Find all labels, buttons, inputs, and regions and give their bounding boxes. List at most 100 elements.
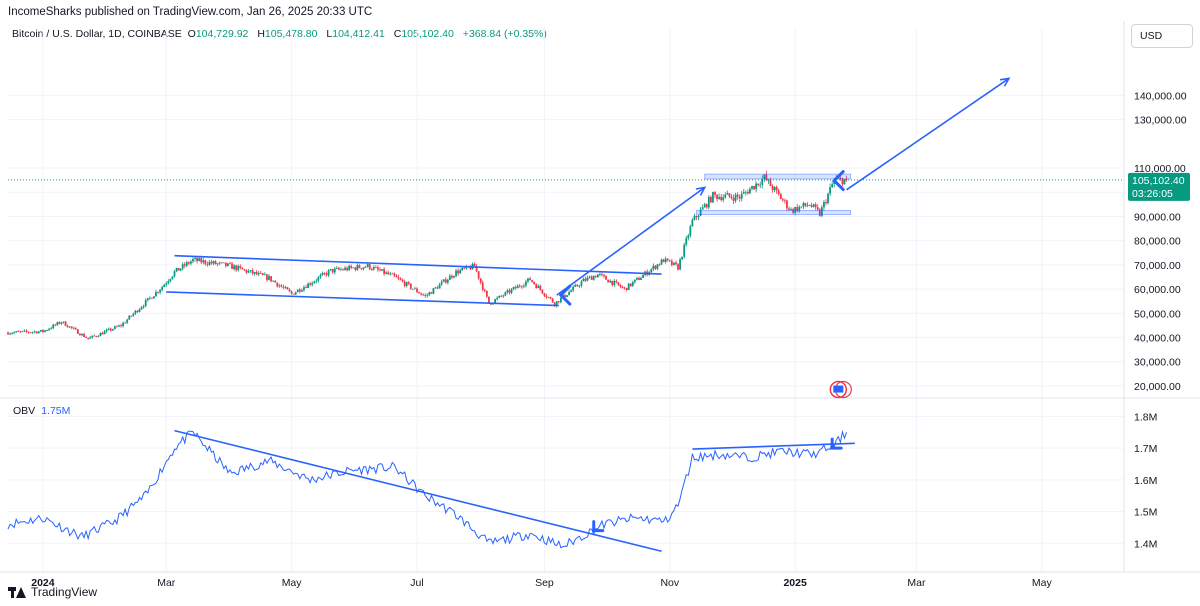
candle-body	[274, 280, 277, 283]
obv-tick-label: 1.7M	[1134, 443, 1157, 455]
time-tick-label: May	[1032, 577, 1053, 589]
candle-body	[276, 282, 279, 287]
candle-body	[792, 209, 795, 213]
obv-resistance-trendline	[692, 442, 855, 450]
candle-body	[841, 178, 844, 185]
obv-current-marker-mark	[830, 437, 843, 450]
candle-body	[463, 267, 466, 269]
candle-body	[333, 268, 336, 273]
candle-body	[642, 274, 644, 278]
candle-body	[434, 287, 437, 289]
obv-value: 1.75M	[41, 405, 71, 417]
high-label: H	[257, 28, 265, 40]
candle-body	[101, 332, 104, 335]
candle-body	[255, 272, 258, 275]
candle-body	[198, 258, 201, 262]
candle-body	[621, 286, 624, 288]
candle-body	[670, 260, 673, 265]
symbol-name[interactable]: Bitcoin / U.S. Dollar, 1D, COINBASE	[12, 28, 182, 40]
candle-body	[446, 279, 449, 283]
candle-body	[309, 283, 312, 285]
candle-body	[734, 194, 737, 201]
candle-body	[163, 284, 166, 288]
candle-body	[498, 295, 501, 298]
candle-body	[212, 261, 215, 264]
candle-body	[481, 282, 484, 290]
obv-tick-label: 1.5M	[1134, 507, 1157, 519]
obv-legend[interactable]: OBV 1.75M	[13, 405, 70, 417]
candle-body	[44, 330, 46, 332]
candle-body	[307, 283, 309, 288]
candle-body	[652, 265, 655, 270]
candle-body	[126, 319, 129, 323]
price-tick-label: 140,000.00	[1134, 90, 1187, 102]
candle-body	[578, 285, 581, 287]
candle-body	[767, 179, 770, 181]
candle-body	[818, 209, 821, 216]
candle-body	[440, 281, 443, 285]
candle-body	[584, 278, 587, 281]
candle-body	[391, 273, 394, 275]
candle-body	[765, 174, 768, 181]
candle-body	[401, 279, 404, 282]
candle-body	[527, 278, 529, 282]
candle-body	[675, 262, 677, 265]
candle-body	[586, 277, 589, 281]
candle-body	[693, 215, 696, 220]
candle-body	[609, 280, 612, 283]
time-tick-label: Mar	[907, 577, 926, 589]
candle-body	[514, 287, 517, 289]
resistance-zone	[704, 173, 852, 180]
candle-body	[709, 196, 712, 203]
candle-body	[744, 191, 747, 193]
candle-body	[83, 333, 85, 337]
candle-body	[208, 261, 211, 265]
candle-body	[590, 276, 593, 280]
change-value: +368.84 (+0.35%)	[462, 28, 547, 40]
tradingview-footer[interactable]: TradingView	[8, 585, 97, 599]
candle-body	[473, 263, 476, 267]
candle-body	[56, 322, 59, 325]
candle-body	[545, 295, 548, 298]
candle-body	[638, 277, 640, 280]
candle-body	[87, 337, 90, 339]
candle-body	[660, 259, 663, 265]
candle-body	[183, 264, 186, 266]
candle-body	[366, 264, 369, 267]
currency-selector[interactable]: USD	[1131, 24, 1193, 48]
candle-body	[54, 324, 57, 326]
low-value: 104,412.41	[332, 28, 385, 40]
candle-body	[331, 269, 334, 273]
candle-body	[769, 179, 772, 187]
candle-body	[572, 286, 575, 291]
candle-body	[749, 188, 751, 194]
candle-body	[58, 322, 61, 324]
candle-body	[222, 262, 225, 264]
candle-body	[155, 291, 157, 297]
candle-body	[243, 269, 246, 271]
candle-body	[599, 274, 601, 275]
candle-body	[107, 328, 110, 330]
symbol-legend[interactable]: Bitcoin / U.S. Dollar, 1D, COINBASE O104…	[12, 28, 553, 40]
candle-body	[231, 263, 233, 269]
candle-body	[270, 276, 272, 282]
candle-body	[379, 269, 381, 271]
candle-body	[233, 265, 235, 269]
candle-body	[418, 292, 420, 294]
candle-body	[654, 265, 657, 269]
candle-body	[753, 185, 755, 190]
candle-body	[109, 328, 112, 331]
candle-body	[352, 267, 355, 269]
candle-body	[62, 321, 65, 323]
candle-body	[356, 265, 359, 270]
candle-body	[414, 288, 416, 290]
time-tick-label: 2024	[31, 577, 55, 589]
candle-body	[317, 277, 320, 281]
candle-body	[740, 193, 743, 199]
news-flag-icon	[829, 380, 852, 399]
candle-body	[70, 326, 73, 328]
last-price-box	[1128, 172, 1190, 201]
candle-body	[239, 265, 242, 268]
candle-body	[264, 274, 266, 276]
